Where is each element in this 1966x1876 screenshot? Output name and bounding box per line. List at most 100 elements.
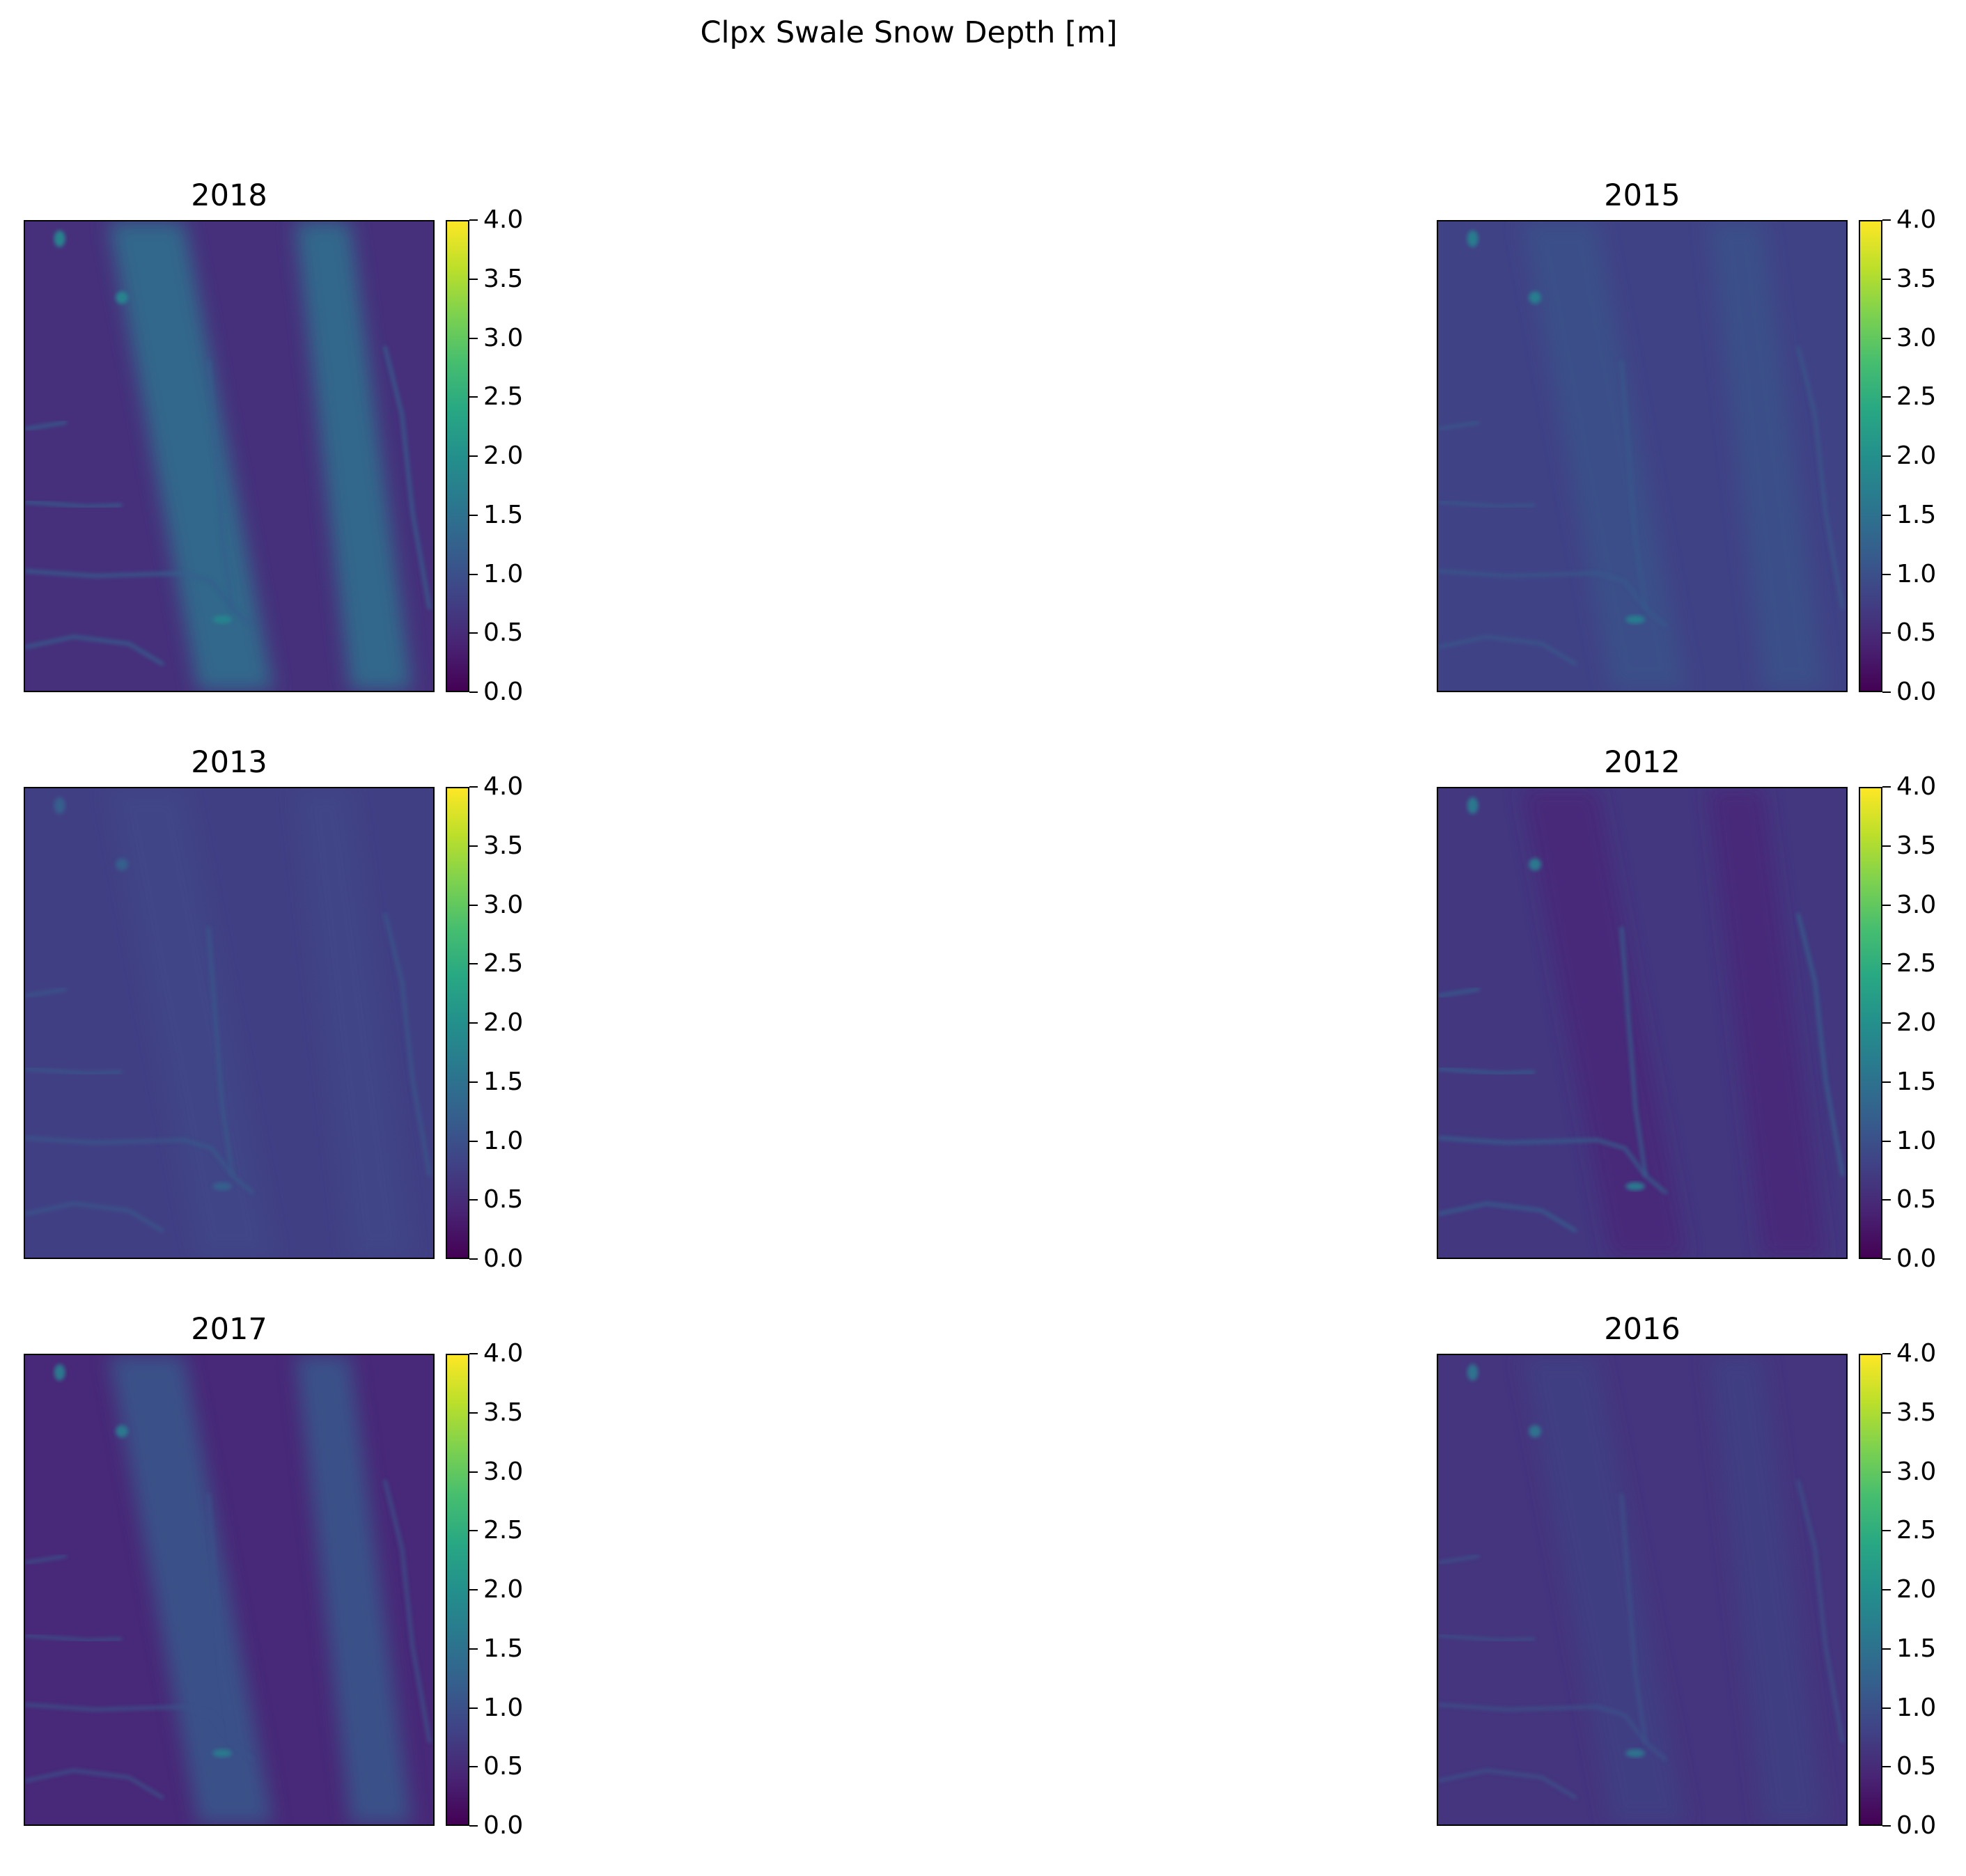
colorbar-tick <box>469 963 478 965</box>
colorbar-tick-label: 1.5 <box>1896 1634 1937 1663</box>
colorbar-tick-label: 2.0 <box>483 441 524 470</box>
colorbar-tick-label: 0.5 <box>1896 1752 1937 1781</box>
colorbar-tick <box>1882 963 1891 965</box>
snow-depth-map <box>24 787 435 1259</box>
channel-line-3 <box>1438 1768 1577 1800</box>
colorbar-tick-label: 2.5 <box>483 1516 524 1545</box>
channel-line-5 <box>1619 926 1648 1177</box>
colorbar-tick-label: 4.0 <box>1896 205 1937 234</box>
colorbar-tick <box>1882 1825 1891 1827</box>
colorbar-tick-label: 2.5 <box>483 949 524 978</box>
colorbar-tick-label: 3.5 <box>1896 264 1937 293</box>
channel-line-5 <box>1619 359 1648 610</box>
colorbar-tick-label: 2.0 <box>1896 441 1937 470</box>
channel-line-6 <box>383 1479 432 1744</box>
colorbar-tick-label: 1.0 <box>483 559 524 588</box>
snow-depth-map <box>24 1354 435 1826</box>
channel-line-1 <box>25 569 255 628</box>
channel-line-3 <box>1438 1201 1577 1233</box>
subplot-2018: 2018 0.0 0.5 1.0 1.5 2.0 2.5 3.0 3.5 4.0 <box>24 178 553 705</box>
colorbar-tick-label: 3.0 <box>483 1457 524 1486</box>
colorbar-tick <box>469 1140 478 1142</box>
drift-band-1 <box>1521 788 1687 1258</box>
channel-line-1 <box>1438 569 1668 628</box>
colorbar-tick-label: 0.0 <box>1896 1244 1937 1273</box>
drift-band-2 <box>1708 788 1826 1258</box>
deep-spot-2 <box>1529 291 1541 304</box>
colorbar-tick-label: 0.0 <box>483 1244 524 1273</box>
channel-line-6 <box>1796 345 1845 610</box>
channel-line-1 <box>25 1136 255 1195</box>
colorbar <box>1859 1354 1882 1826</box>
colorbar-tick-label: 0.0 <box>1896 678 1937 706</box>
colorbar-tick <box>1882 845 1891 847</box>
deep-spot-1 <box>212 1749 232 1758</box>
deep-spot-3 <box>54 1363 65 1381</box>
colorbar-tick <box>469 1022 478 1024</box>
colorbar-tick <box>1882 514 1891 516</box>
colorbar-tick <box>1882 1530 1891 1532</box>
channel-line-4 <box>1438 1554 1481 1565</box>
deep-spot-3 <box>1467 230 1479 247</box>
colorbar-tick-label: 3.5 <box>1896 1398 1937 1427</box>
colorbar-tick-label: 0.0 <box>1896 1811 1937 1840</box>
deep-spot-2 <box>1529 858 1541 871</box>
colorbar-tick <box>469 786 478 788</box>
figure-title: Clpx Swale Snow Depth [m] <box>700 15 1118 50</box>
colorbar-tick <box>1882 573 1891 575</box>
channel-line-4 <box>25 987 68 998</box>
colorbar-tick <box>469 455 478 457</box>
colorbar <box>1859 787 1882 1259</box>
drift-band-1 <box>108 788 274 1258</box>
colorbar-tick <box>1882 1766 1891 1768</box>
subplot-2016: 2016 0.0 0.5 1.0 1.5 2.0 2.5 3.0 3.5 4.0 <box>1437 1312 1966 1838</box>
colorbar-tick <box>1882 691 1891 693</box>
colorbar-tick-label: 1.5 <box>483 500 524 529</box>
colorbar-tick <box>469 219 478 221</box>
channel-line-5 <box>1619 1493 1648 1744</box>
colorbar-tick-label: 0.5 <box>483 1752 524 1781</box>
colorbar-tick-label: 3.0 <box>1896 1457 1937 1486</box>
drift-band-2 <box>295 1355 413 1824</box>
colorbar-tick <box>469 904 478 906</box>
colorbar-tick <box>469 1353 478 1354</box>
colorbar-tick <box>469 1648 478 1650</box>
colorbar <box>446 787 469 1259</box>
colorbar-tick-label: 0.5 <box>483 618 524 648</box>
colorbar-tick <box>1882 1199 1891 1201</box>
colorbar-tick <box>1882 1258 1891 1260</box>
subplot-2013: 2013 0.0 0.5 1.0 1.5 2.0 2.5 3.0 3.5 4.0 <box>24 745 553 1272</box>
subplot-title: 2015 <box>1604 178 1680 213</box>
subplot-title: 2012 <box>1604 745 1680 780</box>
channel-line-6 <box>383 345 432 610</box>
colorbar-tick <box>469 1258 478 1260</box>
colorbar-tick-label: 4.0 <box>483 772 524 801</box>
subplot-2017: 2017 0.0 0.5 1.0 1.5 2.0 2.5 3.0 3.5 4.0 <box>24 1312 553 1838</box>
channel-line-5 <box>206 359 235 610</box>
snow-depth-map <box>24 220 435 692</box>
colorbar-tick-label: 0.0 <box>483 1811 524 1840</box>
colorbar-tick <box>1882 632 1891 634</box>
colorbar-tick-label: 3.0 <box>1896 890 1937 919</box>
colorbar-tick <box>1882 1140 1891 1142</box>
channel-line-4 <box>25 420 68 431</box>
drift-band-2 <box>295 788 413 1258</box>
channel-line-2 <box>25 1067 123 1076</box>
drift-band-2 <box>295 221 413 691</box>
deep-spot-3 <box>54 230 65 247</box>
deep-spot-2 <box>1529 1425 1541 1438</box>
colorbar-tick <box>1882 455 1891 457</box>
colorbar-tick <box>1882 904 1891 906</box>
colorbar-tick-label: 2.5 <box>1896 949 1937 978</box>
deep-spot-1 <box>1625 1182 1645 1191</box>
colorbar-tick <box>469 1471 478 1473</box>
colorbar-tick <box>1882 1353 1891 1354</box>
channel-line-3 <box>25 1768 164 1800</box>
colorbar-tick-label: 1.5 <box>483 1634 524 1663</box>
colorbar-tick-label: 4.0 <box>483 1339 524 1368</box>
colorbar-tick <box>1882 1471 1891 1473</box>
channel-line-4 <box>25 1554 68 1565</box>
colorbar-tick-label: 4.0 <box>1896 1339 1937 1368</box>
colorbar-tick-label: 3.0 <box>483 890 524 919</box>
colorbar-tick <box>1882 337 1891 339</box>
